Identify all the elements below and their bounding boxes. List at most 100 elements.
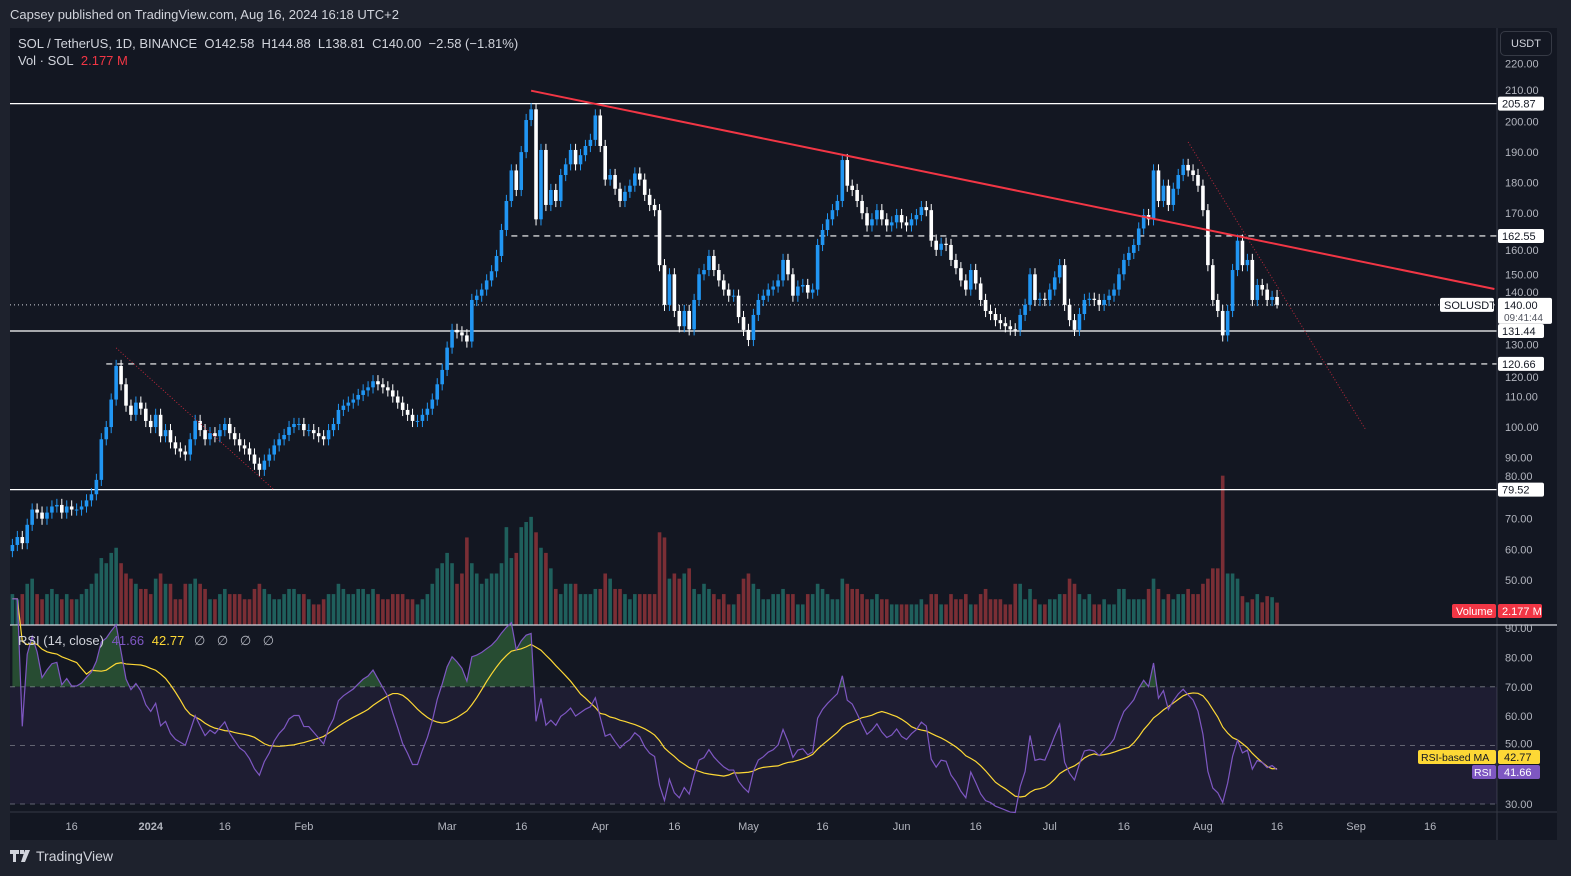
candle-up [1151, 170, 1156, 220]
rsi-pane [10, 598, 1497, 814]
candle-up [1117, 274, 1121, 290]
volume-bar [400, 594, 405, 625]
volume-bar [213, 599, 217, 625]
candle-down [237, 439, 242, 446]
volume-bar [642, 594, 647, 625]
candle-down [746, 329, 751, 340]
volume-bar [924, 604, 929, 625]
candle-up [781, 259, 785, 281]
candle-up [79, 506, 84, 510]
volume-bar [499, 563, 504, 625]
volume-legend-label[interactable]: Vol · SOL [18, 53, 74, 68]
price-tick-label: 170.00 [1505, 208, 1539, 220]
volume-bar [1028, 588, 1032, 625]
volume-bar [60, 599, 64, 625]
volume-bar [563, 583, 568, 625]
candle-up [1057, 265, 1062, 278]
volume-value-tag: 2.177 M [1498, 604, 1542, 618]
candle-down [687, 310, 691, 330]
candle-down [1196, 175, 1200, 186]
candle-up [835, 200, 840, 211]
symbol-legend: SOL / TetherUS, 1D, BINANCE O142.58 H144… [18, 35, 518, 69]
currency-button[interactable]: USDT [1500, 31, 1552, 56]
volume-bar [430, 583, 435, 625]
volume-bar [524, 522, 528, 625]
candle-down [1013, 329, 1018, 331]
volume-bar [805, 594, 810, 625]
price-tick-label: 60.00 [1505, 544, 1533, 556]
candle-down [850, 185, 854, 190]
candle-up [272, 445, 277, 455]
candle-up [1131, 244, 1136, 253]
level-price-label: 120.66 [1498, 356, 1544, 371]
volume-bar [341, 588, 346, 625]
candle-up [568, 149, 573, 165]
volume-bar [1146, 588, 1151, 625]
candle-down [124, 384, 128, 406]
candle-down [381, 384, 385, 388]
candle-up [731, 295, 736, 297]
time-tick-label: Apr [592, 821, 609, 833]
candle-down [1211, 265, 1215, 300]
price-pane [10, 89, 1497, 625]
candle-up [1270, 296, 1274, 300]
volume-bar [223, 588, 227, 625]
candle-up [756, 299, 761, 315]
candle-up [361, 390, 365, 395]
candle-up [331, 423, 336, 431]
volume-bar [1171, 599, 1176, 625]
volume-bar [479, 583, 484, 625]
level-price-label: 162.55 [1498, 228, 1544, 243]
volume-bar [845, 583, 850, 625]
candle-up [558, 175, 563, 201]
volume-bar [899, 604, 904, 625]
volume-bar [1235, 578, 1240, 625]
candle-down [376, 381, 380, 385]
rsi-legend-na-values: ∅ ∅ ∅ ∅ [193, 633, 279, 648]
trendline [530, 89, 1495, 290]
volume-tag: Volume [1452, 604, 1496, 618]
candle-down [865, 213, 869, 226]
current-price-bg [1498, 297, 1552, 324]
volume-bar [1240, 596, 1245, 625]
volume-bar [1161, 599, 1166, 625]
price-tick-label: 70.00 [1505, 514, 1533, 526]
volume-bar [1003, 604, 1008, 625]
candle-down [40, 512, 44, 519]
level-price-label-bg [1498, 324, 1544, 339]
price-tick-label: 80.00 [1505, 471, 1533, 483]
volume-bar [232, 594, 237, 625]
candle-down [959, 268, 963, 281]
volume-bar [450, 563, 454, 625]
volume-bar [1225, 573, 1230, 625]
rsi-value-text: 41.66 [1504, 767, 1532, 779]
candle-up [801, 284, 805, 287]
chart-frame[interactable] [10, 28, 1557, 840]
tradingview-logo-icon [10, 850, 30, 862]
volume-bar [287, 588, 291, 625]
symbol-title[interactable]: SOL / TetherUS, 1D, BINANCE [18, 36, 198, 51]
candle-up [297, 423, 301, 425]
rsi-tick-label: 50.00 [1505, 738, 1533, 750]
candle-up [1176, 175, 1181, 189]
candle-up [50, 506, 54, 513]
volume-bar [1270, 597, 1274, 625]
candle-up [509, 170, 514, 201]
candle-up [292, 423, 296, 428]
volume-bar [1023, 599, 1027, 625]
volume-bar [311, 604, 316, 625]
volume-tag-bg [1452, 604, 1496, 618]
rsi-legend-label[interactable]: RSI (14, close) [18, 633, 104, 648]
candle-down [1220, 310, 1225, 336]
countdown-text: 09:41:44 [1504, 313, 1543, 324]
volume-bar [163, 583, 168, 625]
volume-bar [420, 599, 425, 625]
candle-down [139, 402, 143, 409]
volume-bar [153, 578, 158, 625]
candle-up [134, 402, 138, 415]
volume-bar [30, 578, 34, 625]
level-price-label: 205.87 [1498, 96, 1544, 111]
volume-bar [1211, 568, 1215, 625]
volume-bar [820, 588, 825, 625]
